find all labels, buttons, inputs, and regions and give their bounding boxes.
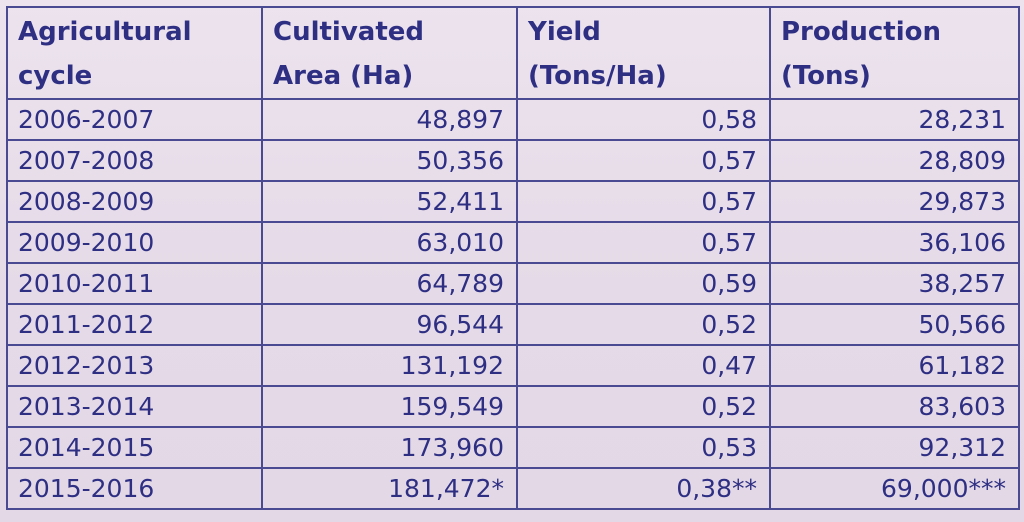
table-row: 2010-2011 64,789 0,59 38,257 [6,262,1020,305]
production-cell: 83,603 [769,385,1020,428]
production-cell: 69,000*** [769,467,1020,510]
area-cell: 96,544 [261,303,518,346]
yield-cell: 0,57 [516,180,771,223]
yield-cell: 0,53 [516,426,771,469]
header-line: Yield [528,17,601,47]
cycle-cell: 2007-2008 [6,139,263,182]
area-cell: 63,010 [261,221,518,264]
production-cell: 38,257 [769,262,1020,305]
area-cell: 159,549 [261,385,518,428]
cycle-cell: 2013-2014 [6,385,263,428]
area-cell: 173,960 [261,426,518,469]
cycle-cell: 2009-2010 [6,221,263,264]
cycle-cell: 2008-2009 [6,180,263,223]
yield-cell: 0,52 [516,385,771,428]
production-cell: 28,231 [769,98,1020,141]
production-cell: 29,873 [769,180,1020,223]
header-line: Area (Ha) [273,61,414,91]
table-row: 2013-2014 159,549 0,52 83,603 [6,385,1020,428]
table-row: 2007-2008 50,356 0,57 28,809 [6,139,1020,182]
cycle-cell: 2014-2015 [6,426,263,469]
cycle-cell: 2015-2016 [6,467,263,510]
table-row: 2008-2009 52,411 0,57 29,873 [6,180,1020,223]
cycle-cell: 2010-2011 [6,262,263,305]
yield-cell: 0,47 [516,344,771,387]
cycle-cell: 2012-2013 [6,344,263,387]
production-cell: 61,182 [769,344,1020,387]
header-line: Cultivated [273,17,425,47]
table-row: 2014-2015 173,960 0,53 92,312 [6,426,1020,469]
production-cell: 92,312 [769,426,1020,469]
area-cell: 64,789 [261,262,518,305]
header-line: Production [781,17,941,47]
yield-cell: 0,58 [516,98,771,141]
header-line: cycle [18,61,93,91]
header-cultivated-area: Cultivated Area (Ha) [261,6,518,100]
header-line: (Tons/Ha) [528,61,667,91]
area-cell: 131,192 [261,344,518,387]
cycle-cell: 2011-2012 [6,303,263,346]
production-cell: 36,106 [769,221,1020,264]
yield-cell: 0,38** [516,467,771,510]
header-production: Production (Tons) [769,6,1020,100]
yield-cell: 0,57 [516,221,771,264]
yield-cell: 0,59 [516,262,771,305]
table-row: 2011-2012 96,544 0,52 50,566 [6,303,1020,346]
production-cell: 28,809 [769,139,1020,182]
agricultural-data-table: Agricultural cycle Cultivated Area (Ha) … [6,6,1020,510]
header-line: Agricultural [18,17,192,47]
production-cell: 50,566 [769,303,1020,346]
table-row: 2009-2010 63,010 0,57 36,106 [6,221,1020,264]
area-cell: 48,897 [261,98,518,141]
table-row: 2006-2007 48,897 0,58 28,231 [6,98,1020,141]
area-cell: 52,411 [261,180,518,223]
header-line: (Tons) [781,61,871,91]
table-row: 2015-2016 181,472* 0,38** 69,000*** [6,467,1020,510]
yield-cell: 0,57 [516,139,771,182]
header-row: Agricultural cycle Cultivated Area (Ha) … [6,6,1020,100]
header-yield: Yield (Tons/Ha) [516,6,771,100]
area-cell: 50,356 [261,139,518,182]
area-cell: 181,472* [261,467,518,510]
cycle-cell: 2006-2007 [6,98,263,141]
table-row: 2012-2013 131,192 0,47 61,182 [6,344,1020,387]
header-agricultural-cycle: Agricultural cycle [6,6,263,100]
yield-cell: 0,52 [516,303,771,346]
